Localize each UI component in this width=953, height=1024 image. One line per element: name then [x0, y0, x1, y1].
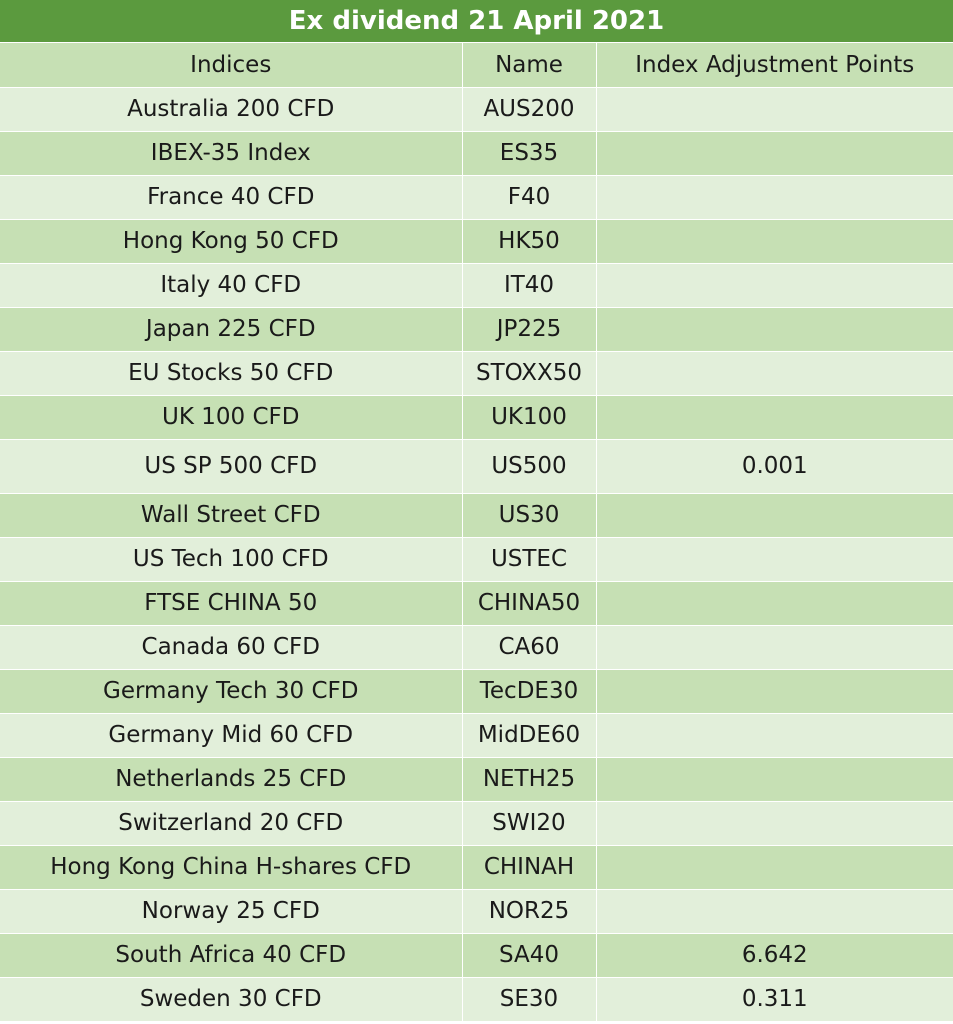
index-cell[interactable]: Norway 25 CFD: [0, 889, 463, 934]
table-row: Italy 40 CFD IT40: [0, 263, 953, 308]
index-cell[interactable]: Canada 60 CFD: [0, 625, 463, 670]
symbol-cell[interactable]: TecDE30: [462, 669, 597, 714]
symbol-cell[interactable]: IT40: [462, 263, 597, 308]
table-row: Sweden 30 CFD SE30 0.311: [0, 977, 953, 1022]
table-row: Germany Tech 30 CFD TecDE30: [0, 669, 953, 714]
points-cell[interactable]: [596, 175, 953, 220]
table-row: Japan 225 CFD JP225: [0, 307, 953, 352]
index-cell[interactable]: Australia 200 CFD: [0, 87, 463, 132]
points-cell[interactable]: 0.001: [596, 439, 953, 494]
points-cell[interactable]: [596, 537, 953, 582]
table-row: EU Stocks 50 CFD STOXX50: [0, 351, 953, 396]
table-row: France 40 CFD F40: [0, 175, 953, 220]
index-cell[interactable]: FTSE CHINA 50: [0, 581, 463, 626]
table-row: Canada 60 CFD CA60: [0, 625, 953, 670]
dividend-table: Indices Name Index Adjustment Points Aus…: [0, 43, 953, 1022]
points-cell[interactable]: [596, 307, 953, 352]
points-cell[interactable]: [596, 263, 953, 308]
points-cell[interactable]: [596, 801, 953, 846]
points-cell[interactable]: [596, 395, 953, 440]
index-cell[interactable]: Japan 225 CFD: [0, 307, 463, 352]
index-cell[interactable]: South Africa 40 CFD: [0, 933, 463, 978]
header-row: Indices Name Index Adjustment Points: [0, 43, 953, 88]
table-row: Hong Kong China H-shares CFD CHINAH: [0, 845, 953, 890]
points-cell[interactable]: [596, 351, 953, 396]
symbol-cell[interactable]: ES35: [462, 131, 597, 176]
header-indices[interactable]: Indices: [0, 43, 463, 88]
table-row: FTSE CHINA 50 CHINA50: [0, 581, 953, 626]
index-cell[interactable]: IBEX-35 Index: [0, 131, 463, 176]
table-title[interactable]: Ex dividend 21 April 2021: [0, 0, 953, 43]
header-name[interactable]: Name: [462, 43, 597, 88]
points-cell[interactable]: [596, 625, 953, 670]
symbol-cell[interactable]: US500: [462, 439, 597, 494]
table-row: IBEX-35 Index ES35: [0, 131, 953, 176]
symbol-cell[interactable]: AUS200: [462, 87, 597, 132]
index-cell[interactable]: Netherlands 25 CFD: [0, 757, 463, 802]
points-cell[interactable]: [596, 87, 953, 132]
points-cell[interactable]: 0.311: [596, 977, 953, 1022]
index-cell[interactable]: UK 100 CFD: [0, 395, 463, 440]
points-cell[interactable]: [596, 713, 953, 758]
symbol-cell[interactable]: SWI20: [462, 801, 597, 846]
points-cell[interactable]: [596, 493, 953, 538]
table-row: Switzerland 20 CFD SWI20: [0, 801, 953, 846]
symbol-cell[interactable]: JP225: [462, 307, 597, 352]
symbol-cell[interactable]: USTEC: [462, 537, 597, 582]
index-cell[interactable]: Hong Kong China H-shares CFD: [0, 845, 463, 890]
symbol-cell[interactable]: HK50: [462, 219, 597, 264]
index-cell[interactable]: France 40 CFD: [0, 175, 463, 220]
symbol-cell[interactable]: UK100: [462, 395, 597, 440]
table-row: US SP 500 CFD US500 0.001: [0, 439, 953, 494]
symbol-cell[interactable]: CA60: [462, 625, 597, 670]
symbol-cell[interactable]: STOXX50: [462, 351, 597, 396]
index-cell[interactable]: Germany Tech 30 CFD: [0, 669, 463, 714]
table-row: Australia 200 CFD AUS200: [0, 87, 953, 132]
symbol-cell[interactable]: US30: [462, 493, 597, 538]
table-row: Norway 25 CFD NOR25: [0, 889, 953, 934]
points-cell[interactable]: [596, 669, 953, 714]
table-row: Netherlands 25 CFD NETH25: [0, 757, 953, 802]
index-cell[interactable]: Switzerland 20 CFD: [0, 801, 463, 846]
index-cell[interactable]: EU Stocks 50 CFD: [0, 351, 463, 396]
table-row: US Tech 100 CFD USTEC: [0, 537, 953, 582]
index-cell[interactable]: US SP 500 CFD: [0, 439, 463, 494]
index-cell[interactable]: Germany Mid 60 CFD: [0, 713, 463, 758]
symbol-cell[interactable]: SE30: [462, 977, 597, 1022]
symbol-cell[interactable]: SA40: [462, 933, 597, 978]
symbol-cell[interactable]: CHINA50: [462, 581, 597, 626]
index-cell[interactable]: US Tech 100 CFD: [0, 537, 463, 582]
table-row: UK 100 CFD UK100: [0, 395, 953, 440]
symbol-cell[interactable]: NOR25: [462, 889, 597, 934]
index-cell[interactable]: Sweden 30 CFD: [0, 977, 463, 1022]
points-cell[interactable]: [596, 131, 953, 176]
points-cell[interactable]: [596, 581, 953, 626]
index-cell[interactable]: Italy 40 CFD: [0, 263, 463, 308]
points-cell[interactable]: 6.642: [596, 933, 953, 978]
symbol-cell[interactable]: MidDE60: [462, 713, 597, 758]
header-adjustment-points[interactable]: Index Adjustment Points: [596, 43, 953, 88]
index-cell[interactable]: Wall Street CFD: [0, 493, 463, 538]
table-row: Wall Street CFD US30: [0, 493, 953, 538]
symbol-cell[interactable]: F40: [462, 175, 597, 220]
table-row: Germany Mid 60 CFD MidDE60: [0, 713, 953, 758]
symbol-cell[interactable]: NETH25: [462, 757, 597, 802]
table-row: Hong Kong 50 CFD HK50: [0, 219, 953, 264]
symbol-cell[interactable]: CHINAH: [462, 845, 597, 890]
points-cell[interactable]: [596, 845, 953, 890]
table-row: South Africa 40 CFD SA40 6.642: [0, 933, 953, 978]
index-cell[interactable]: Hong Kong 50 CFD: [0, 219, 463, 264]
points-cell[interactable]: [596, 757, 953, 802]
points-cell[interactable]: [596, 889, 953, 934]
points-cell[interactable]: [596, 219, 953, 264]
